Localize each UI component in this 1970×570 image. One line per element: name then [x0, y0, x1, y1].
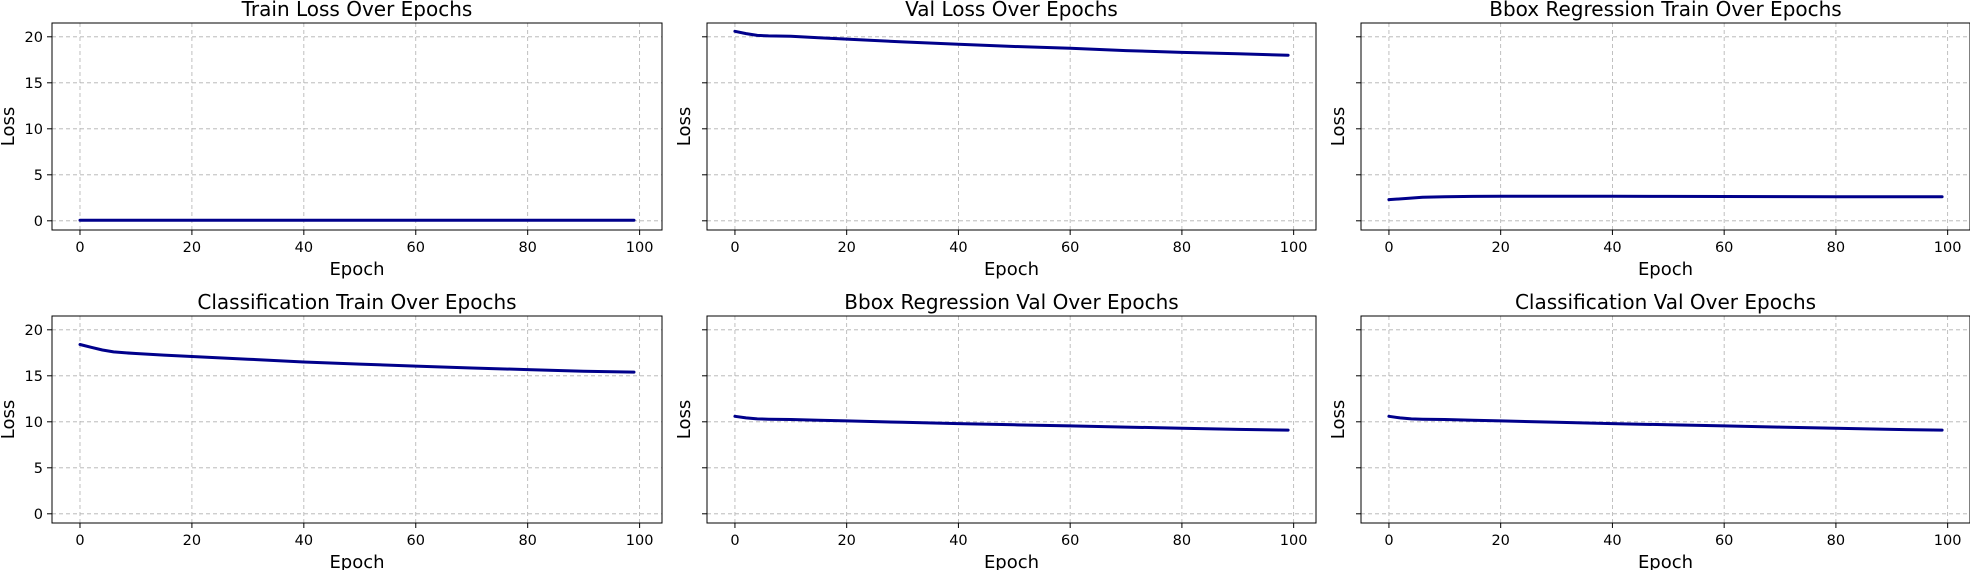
x-tick-label: 80	[1173, 240, 1191, 256]
y-tick-label: 5	[34, 168, 43, 184]
axes-frame	[51, 22, 663, 231]
x-axis-label: Epoch	[329, 552, 384, 570]
x-tick-label: 80	[518, 533, 536, 549]
x-tick-label: 100	[1934, 533, 1962, 549]
x-tick-label: 40	[1603, 533, 1621, 549]
x-tick-label: 60	[1061, 240, 1079, 256]
x-axis-label: Epoch	[984, 552, 1039, 570]
y-tick-label: 15	[25, 76, 43, 92]
x-tick-label: 0	[75, 240, 84, 256]
x-tick-label: 100	[1280, 240, 1308, 256]
x-tick-label: 20	[837, 533, 855, 549]
series-line	[78, 343, 636, 374]
axes-frame	[706, 315, 1317, 524]
y-axis-label: Loss	[0, 400, 19, 439]
y-tick-label: 0	[34, 214, 43, 230]
subplot-title: Val Loss Over Epochs	[905, 0, 1118, 21]
subplot-title: Bbox Regression Train Over Epochs	[1489, 0, 1841, 21]
subplot-title: Train Loss Over Epochs	[241, 0, 473, 21]
x-tick-label: 0	[730, 240, 739, 256]
axes-frame	[706, 22, 1317, 231]
x-tick-label: 40	[295, 533, 313, 549]
x-tick-label: 0	[1384, 240, 1393, 256]
x-tick-label: 20	[1491, 240, 1509, 256]
x-tick-label: 80	[1173, 533, 1191, 549]
series-line	[1387, 194, 1944, 202]
y-tick-label: 10	[25, 415, 43, 431]
subplot-title: Bbox Regression Val Over Epochs	[844, 290, 1178, 314]
x-tick-label: 100	[1934, 240, 1962, 256]
subplot-3: 0 20 40 60 80 100 Bbox Regression Train Over E…	[1328, 0, 1970, 280]
x-tick-label: 20	[183, 240, 201, 256]
y-axis-label: Loss	[0, 107, 19, 146]
x-tick-label: 40	[949, 240, 967, 256]
series-line	[733, 29, 1290, 57]
y-tick-label: 15	[25, 369, 43, 385]
axes-frame	[51, 315, 663, 524]
x-tick-label: 40	[1603, 240, 1621, 256]
subplot-title: Classification Train Over Epochs	[197, 290, 516, 314]
x-tick-label: 20	[1491, 533, 1509, 549]
series-line	[1387, 414, 1944, 432]
x-tick-label: 0	[1384, 533, 1393, 549]
y-tick-label: 20	[25, 30, 43, 46]
x-axis-label: Epoch	[1638, 259, 1693, 280]
x-tick-label: 60	[1061, 533, 1079, 549]
x-axis-label: Epoch	[329, 259, 384, 280]
x-tick-label: 100	[626, 533, 654, 549]
series-line	[733, 414, 1290, 432]
x-tick-label: 40	[949, 533, 967, 549]
y-tick-label: 10	[25, 122, 43, 138]
subplot-4: 0 20 40 60 80 100 0 5 10 15 20 Classification Train…	[0, 290, 663, 570]
x-tick-label: 100	[626, 240, 654, 256]
x-tick-label: 60	[407, 240, 425, 256]
subplot-2: 0 20 40 60 80 100 Val Loss Over Epochs Epoch Los…	[674, 0, 1317, 280]
subplot-6: 0 20 40 60 80 100 Classification Val Over Epoc…	[1328, 290, 1970, 570]
x-tick-label: 0	[730, 533, 739, 549]
y-tick-label: 5	[34, 461, 43, 477]
x-axis-label: Epoch	[1638, 552, 1693, 570]
y-axis-label: Loss	[1328, 107, 1349, 146]
y-tick-label: 20	[25, 323, 43, 339]
x-tick-label: 60	[1715, 240, 1733, 256]
y-axis-label: Loss	[674, 400, 695, 439]
x-tick-label: 40	[295, 240, 313, 256]
subplot-title: Classification Val Over Epochs	[1515, 290, 1816, 314]
x-tick-label: 100	[1280, 533, 1308, 549]
subplot-1: 0 20 40 60 80 100 0 5 10 15 20 Train Loss Over Epoc…	[0, 0, 663, 280]
axes-frame	[1360, 315, 1970, 524]
y-tick-label: 0	[34, 507, 43, 523]
x-tick-label: 0	[75, 533, 84, 549]
y-axis-label: Loss	[1328, 400, 1349, 439]
x-axis-label: Epoch	[984, 259, 1039, 280]
x-tick-label: 60	[407, 533, 425, 549]
x-tick-label: 80	[518, 240, 536, 256]
x-tick-label: 20	[837, 240, 855, 256]
axes-frame	[1360, 22, 1970, 231]
x-tick-label: 80	[1827, 533, 1845, 549]
subplot-5: 0 20 40 60 80 100 Bbox Regression Val Over Epo…	[674, 290, 1317, 570]
x-tick-label: 80	[1827, 240, 1845, 256]
x-tick-label: 20	[183, 533, 201, 549]
y-axis-label: Loss	[674, 107, 695, 146]
x-tick-label: 60	[1715, 533, 1733, 549]
